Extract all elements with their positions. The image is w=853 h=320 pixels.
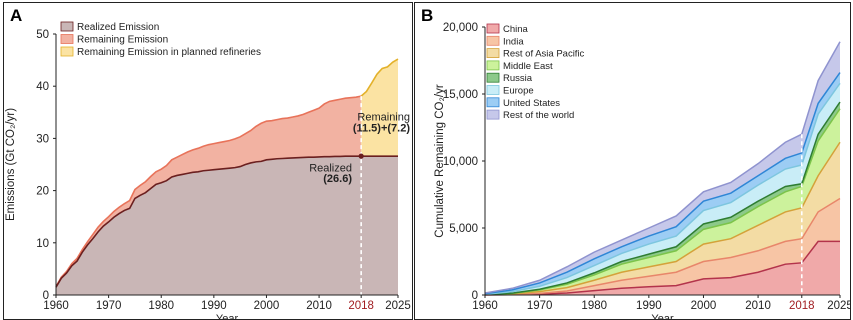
x-axis-title: Year — [216, 313, 239, 320]
legend-swatch — [486, 60, 500, 71]
area-rest-of-the-world — [485, 41, 840, 294]
legend-swatch — [486, 35, 500, 46]
x-tick-label: 1960 — [472, 300, 498, 312]
x-tick-label: 1980 — [581, 300, 607, 312]
annotation-realized-label: Realized — [309, 162, 352, 174]
x-tick-label: 1970 — [96, 300, 122, 312]
line-russia — [484, 101, 841, 296]
legend-label: Middle East — [503, 61, 553, 72]
line-united-states — [484, 72, 841, 295]
line-realized-emission — [55, 155, 398, 288]
area-remaining-emission — [56, 96, 362, 288]
legend-swatch — [486, 72, 500, 83]
x-tick-label: 2018 — [348, 300, 374, 312]
area-europe — [485, 83, 840, 295]
legend-label: Remaining Emission — [77, 35, 168, 46]
y-tick-label: 10 — [36, 238, 49, 250]
x-tick-label: 1990 — [201, 300, 227, 312]
x-tick-label: 1990 — [636, 300, 662, 312]
legend-label: China — [503, 24, 529, 35]
panel-a: 1960 1970 1980 1990 2000 2010 2018 2025 0 10 20 30 4… — [3, 2, 413, 320]
y-axis-title: Emissions (Gt CO₂/yr) — [5, 108, 17, 221]
annotation-remaining-label: Remaining — [357, 112, 410, 124]
y-tick-label: 50 — [36, 29, 49, 41]
line-planned-refineries — [360, 58, 399, 97]
line-rest-of-the-world — [484, 41, 841, 294]
legend-swatch — [486, 23, 500, 34]
legend-swatch — [60, 21, 74, 32]
legend-label: Russia — [503, 73, 533, 84]
y-tick-label: 20,000 — [443, 22, 478, 34]
legend-swatch — [486, 48, 500, 58]
area-india — [485, 198, 840, 295]
chart-b: 1960 1970 1980 1990 2000 2010 2018 2025 0 5,000 10… — [434, 22, 851, 320]
area-planned-refineries — [361, 59, 398, 157]
legend-label: Remaining Emission in planned refineries — [77, 47, 261, 58]
legend-swatch — [60, 34, 74, 44]
area-realized-emission — [56, 156, 398, 295]
area-russia — [485, 102, 840, 295]
legend-label: Rest of the world — [503, 110, 574, 121]
annotation-remaining-value: (11.5)+(7.2) — [353, 123, 411, 135]
x-tick-label: 2000 — [691, 300, 717, 312]
line-europe — [484, 82, 841, 295]
annotation-realized-value: (26.6) — [323, 173, 352, 185]
line-remaining-emission — [55, 95, 362, 288]
x-tick-label: 2025 — [827, 300, 851, 312]
y-tick-label: 0 — [472, 290, 478, 302]
y-tick-label: 20 — [36, 186, 49, 198]
legend-label: United States — [503, 98, 560, 109]
legend-swatch — [486, 85, 500, 95]
y-tick-label: 40 — [36, 81, 49, 93]
area-middle-east — [485, 108, 840, 295]
y-tick-label: 30 — [36, 133, 49, 145]
line-china — [484, 240, 840, 296]
legend-label: Realized Emission — [77, 22, 159, 33]
area-china — [485, 241, 840, 295]
x-tick-label: 2010 — [306, 300, 332, 312]
y-tick-label: 0 — [43, 290, 49, 302]
y-axis-title: Cumulative Remaining CO₂/yr — [434, 84, 446, 238]
point-2018-realized — [358, 153, 364, 159]
legend-swatch — [60, 46, 74, 57]
chart-a: 1960 1970 1980 1990 2000 2010 2018 2025 0 10 20 30 4… — [5, 21, 411, 320]
panel-b-label: B — [421, 6, 434, 25]
line-middle-east — [484, 108, 841, 296]
x-tick-label: 1960 — [43, 300, 69, 312]
x-tick-label: 2018 — [789, 300, 815, 312]
line-india — [484, 197, 841, 296]
x-tick-label: 1970 — [527, 300, 553, 312]
legend-swatch — [486, 97, 500, 108]
line-rest-of-asia-pacific — [484, 141, 841, 296]
legend-label: Europe — [503, 86, 534, 97]
panel-a-label: A — [10, 6, 23, 25]
legend-label: Rest of Asia Pacific — [503, 49, 585, 60]
x-tick-label: 2010 — [745, 300, 771, 312]
x-axis-title: Year — [651, 313, 674, 320]
y-tick-label: 5,000 — [449, 223, 478, 235]
x-tick-label: 2025 — [385, 300, 411, 312]
panel-b: 1960 1970 1980 1990 2000 2010 2018 2025 0 5,000 10… — [414, 2, 851, 320]
legend-swatch — [486, 109, 500, 120]
y-tick-label: 10,000 — [443, 156, 478, 168]
legend-label: India — [503, 36, 524, 47]
y-tick-label: 15,000 — [443, 89, 478, 101]
x-tick-label: 1980 — [148, 300, 174, 312]
x-tick-label: 2000 — [254, 300, 280, 312]
